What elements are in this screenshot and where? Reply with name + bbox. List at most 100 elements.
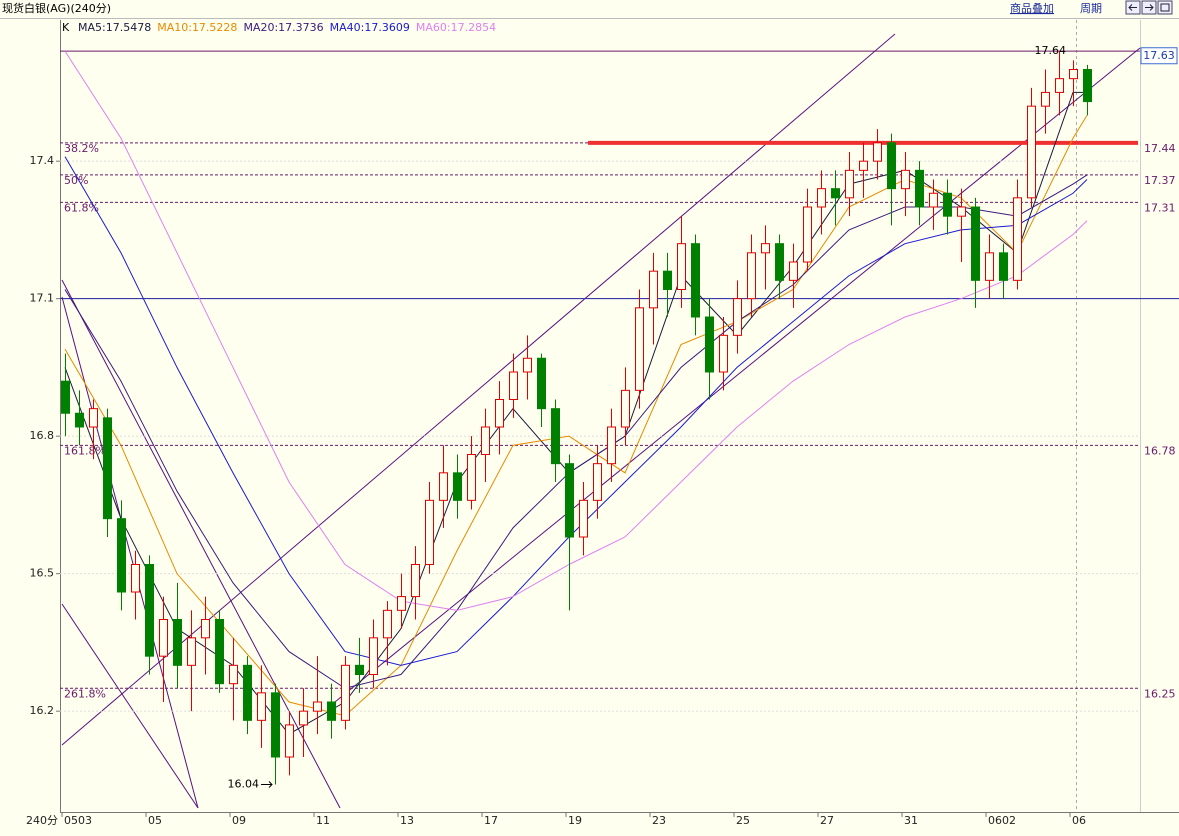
x-tick-label: 25 bbox=[736, 814, 750, 827]
candle-body bbox=[677, 243, 686, 291]
candle-body bbox=[831, 188, 840, 199]
candle-body bbox=[117, 518, 126, 593]
legend-entry: MA10:17.5228 bbox=[157, 21, 237, 34]
candle-body bbox=[103, 417, 112, 520]
legend-entry: MA40:17.3609 bbox=[330, 21, 410, 34]
x-tick-label: 19 bbox=[568, 814, 582, 827]
plot: 16.2 16.5 16.8 17.1 17.4 240分 0503 05 09 11 13 17 19… bbox=[26, 44, 1179, 827]
candle-body bbox=[719, 334, 728, 373]
candle-body bbox=[859, 160, 868, 171]
x-tick-label: 23 bbox=[652, 814, 666, 827]
trend-line bbox=[329, 47, 1141, 707]
nav-buttons[interactable] bbox=[1125, 0, 1173, 15]
candle-body bbox=[397, 596, 406, 611]
x-tick-label: 13 bbox=[400, 814, 414, 827]
nav-zoom-icon bbox=[1160, 3, 1170, 12]
candle-body bbox=[383, 609, 392, 639]
x-tick-label: 06 bbox=[1072, 814, 1086, 827]
candle-body bbox=[873, 142, 882, 162]
candle-body bbox=[901, 169, 910, 190]
candle-body bbox=[509, 371, 518, 400]
candle-body bbox=[257, 692, 266, 721]
candle-body bbox=[929, 192, 938, 208]
candle-body bbox=[159, 619, 168, 657]
overlay-button[interactable]: 商品叠加 bbox=[1010, 1, 1054, 15]
candle-body bbox=[229, 664, 238, 685]
x-tick-label: 17 bbox=[484, 814, 498, 827]
candle-body bbox=[733, 298, 742, 336]
candle-body bbox=[201, 619, 210, 639]
ma-line bbox=[64, 50, 1088, 611]
candle-body bbox=[481, 426, 490, 455]
nav-left-icon bbox=[1128, 4, 1137, 11]
candle-body bbox=[957, 206, 966, 217]
last-price-box bbox=[1140, 47, 1178, 65]
y-tick-label: 17.1 bbox=[30, 292, 55, 305]
fib-level-value: 17.37 bbox=[1144, 174, 1176, 187]
candle-body bbox=[789, 261, 798, 281]
candle-body bbox=[943, 192, 952, 217]
candle-body bbox=[761, 243, 770, 254]
candle-body bbox=[89, 408, 98, 428]
candle-body bbox=[565, 463, 574, 538]
y-tick-label: 16.2 bbox=[30, 704, 55, 717]
x-tick-label: 0602 bbox=[988, 814, 1016, 827]
nav-right-icon bbox=[1145, 4, 1154, 11]
fib-level-value: 16.78 bbox=[1144, 444, 1176, 457]
candle-body bbox=[285, 724, 294, 758]
candle-body bbox=[355, 664, 364, 675]
y-tick-label: 16.8 bbox=[30, 429, 55, 442]
candle-body bbox=[327, 701, 336, 721]
legend-lead: K bbox=[62, 21, 70, 34]
candle-body bbox=[887, 142, 896, 190]
candle-body bbox=[663, 270, 672, 290]
candle-body bbox=[75, 412, 84, 428]
candle-body bbox=[369, 637, 378, 675]
candle-body bbox=[705, 316, 714, 373]
candle-body bbox=[299, 710, 308, 726]
last-price: 17.63 bbox=[1143, 49, 1175, 62]
fib-level-value: 17.44 bbox=[1144, 142, 1176, 155]
x-tick-label: 0503 bbox=[64, 814, 92, 827]
candle-body bbox=[145, 564, 154, 657]
candle-body bbox=[691, 243, 700, 318]
period-button[interactable]: 周期 bbox=[1080, 2, 1102, 15]
candle-body bbox=[551, 408, 560, 465]
fib-level-value: 16.25 bbox=[1144, 687, 1176, 700]
legend-entry: MA5:17.5478 bbox=[78, 21, 151, 34]
candle-body bbox=[467, 454, 476, 501]
candle-body bbox=[187, 637, 196, 666]
legend-entry: MA60:17.2854 bbox=[416, 21, 496, 34]
candle-body bbox=[1083, 69, 1092, 103]
fib-level-name: 161.8% bbox=[64, 444, 106, 457]
trend-line bbox=[61, 603, 199, 809]
candle-body bbox=[537, 357, 546, 410]
candle-body bbox=[999, 252, 1008, 281]
candle-body bbox=[607, 426, 616, 465]
candle-body bbox=[649, 270, 658, 309]
high-label: 17.64 bbox=[1035, 44, 1067, 57]
candle-body bbox=[523, 357, 532, 373]
legend: K MA5:17.5478 MA10:17.5228 MA20:17.3736 MA40… bbox=[62, 21, 496, 34]
candle-body bbox=[1069, 69, 1078, 80]
x-tick-label: 31 bbox=[904, 814, 918, 827]
candle-body bbox=[271, 692, 280, 758]
candle-body bbox=[985, 252, 994, 281]
low-label: 16.04 bbox=[228, 778, 260, 791]
nav-zoom[interactable] bbox=[1157, 0, 1173, 15]
candle-body bbox=[61, 380, 70, 414]
candle-body bbox=[593, 463, 602, 501]
candle-body bbox=[495, 399, 504, 428]
candle-body bbox=[621, 389, 630, 428]
candle-body bbox=[1041, 91, 1050, 107]
trend-line bbox=[61, 279, 341, 809]
trend-line bbox=[61, 33, 896, 746]
candle-body bbox=[747, 252, 756, 300]
top-bar bbox=[0, 0, 1179, 18]
fib-level-name: 261.8% bbox=[64, 687, 106, 700]
fib-level-name: 38.2% bbox=[64, 142, 99, 155]
candle-body bbox=[1013, 197, 1022, 281]
y-tick-label: 17.4 bbox=[30, 154, 55, 167]
